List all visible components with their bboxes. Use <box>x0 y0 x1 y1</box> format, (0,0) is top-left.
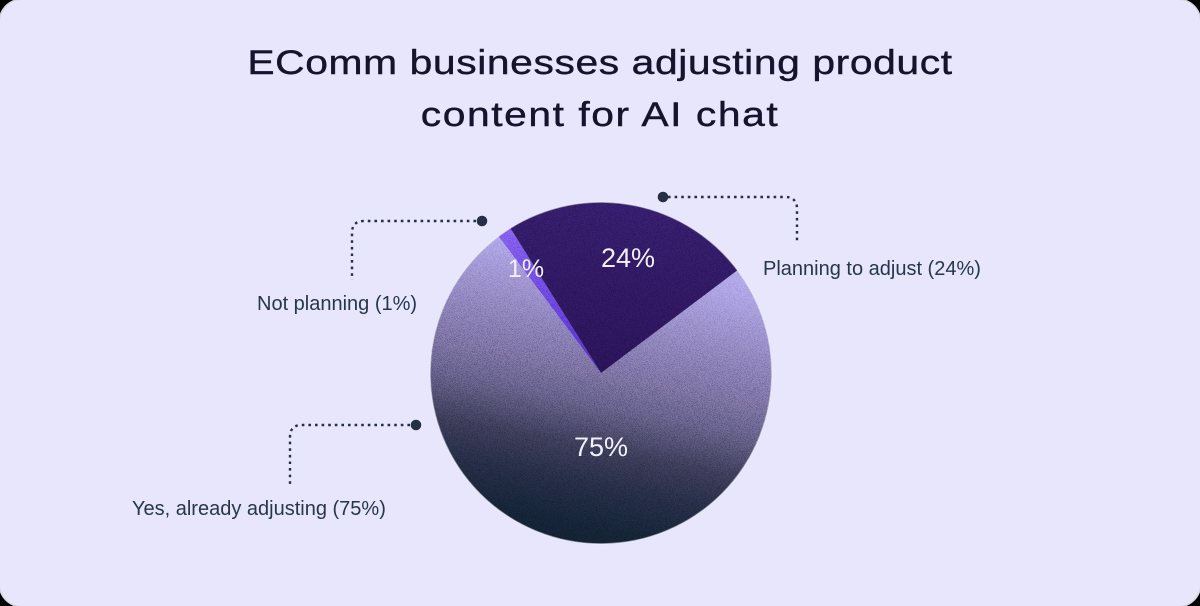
svg-text:75%: 75% <box>574 432 628 462</box>
svg-text:24%: 24% <box>601 243 655 273</box>
svg-text:1%: 1% <box>508 255 544 283</box>
